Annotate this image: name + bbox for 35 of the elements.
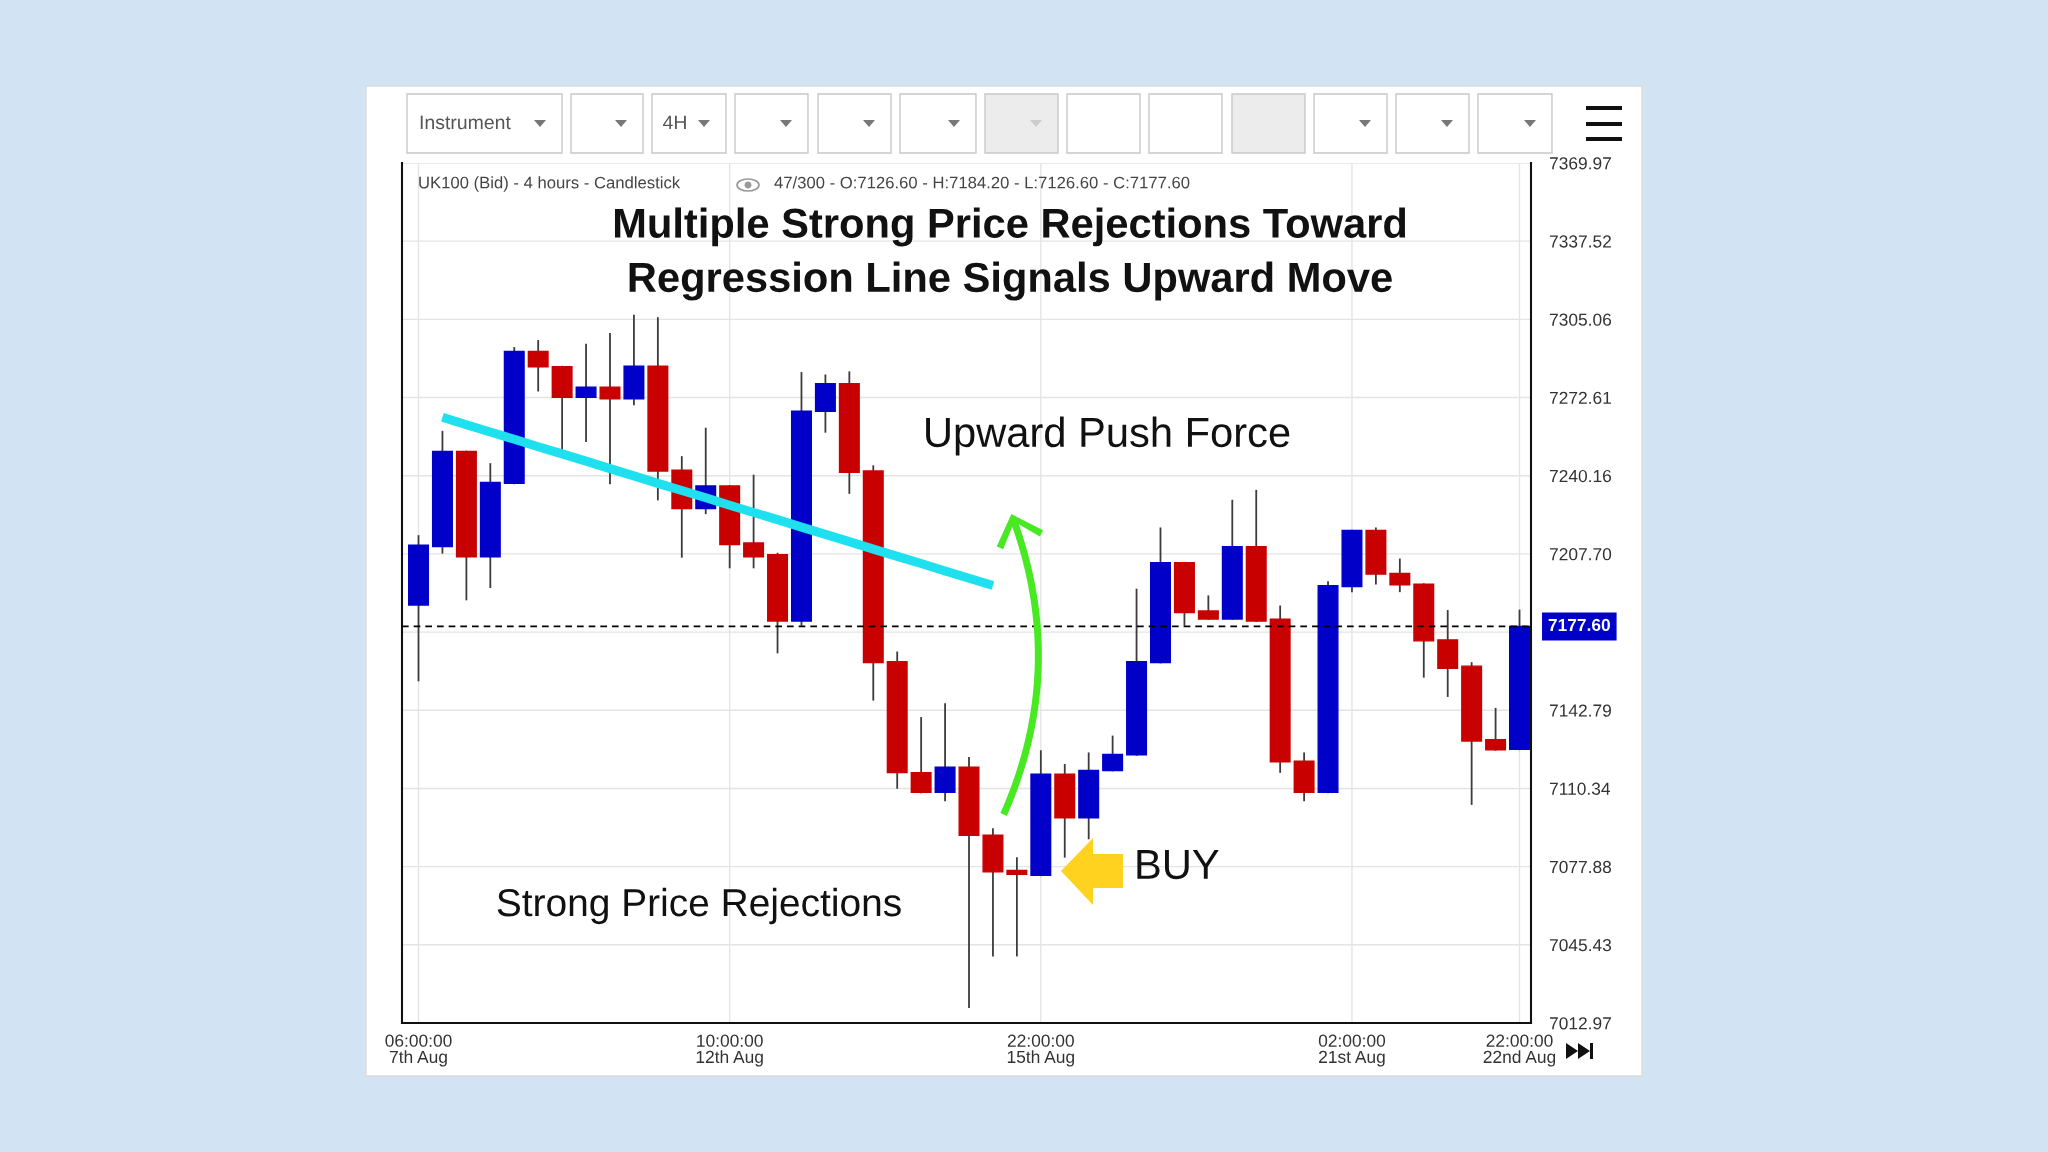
candlestick: [1197, 595, 1219, 620]
y-tick-label: 7240.16: [1549, 469, 1612, 483]
y-tick-label: 7305.06: [1549, 313, 1612, 326]
y-tick-label: 7337.52: [1549, 235, 1611, 248]
annotation: Strong Price Rejections: [497, 887, 901, 925]
candlestick: [1102, 735, 1124, 772]
annotation: UK100 (Bid) - 4 hours - Candlestick: [419, 176, 681, 192]
y-tick-label: 7045.43: [1549, 938, 1612, 952]
x-tick-label: 22:00:00 15th Aug: [1007, 1034, 1074, 1067]
candlestick: [1006, 857, 1028, 957]
candlestick: [1485, 707, 1507, 751]
candlestick: [599, 333, 621, 485]
candlestick: [743, 474, 765, 569]
text: 4H: [663, 115, 686, 130]
candlestick: [1389, 558, 1411, 593]
candlestick: [527, 340, 549, 392]
ref-line-label: 7177.60: [1548, 618, 1610, 632]
x-tick-label: 22:00:00 22nd Aug: [1483, 1034, 1556, 1067]
annotation: 47/300 - O:7126.60 - H:7184.20 - L:7126.60 - C:7177.60: [774, 176, 1190, 189]
annotation: Upward Push Force: [926, 416, 1290, 456]
x-tick-label: 06:00:00 7th Aug: [385, 1034, 452, 1067]
y-tick-label: 7369.97: [1549, 157, 1611, 170]
y-tick-label: 7142.79: [1549, 704, 1611, 717]
y-tick-label: 7012.97: [1549, 1017, 1611, 1030]
text: Multiple Strong Price Rejections Toward Regression Line Signals Upward Move: [614, 207, 1406, 301]
y-tick-label: 7207.70: [1549, 548, 1612, 561]
y-tick-label: 7077.88: [1549, 860, 1612, 874]
y-tick-label: 7110.34: [1549, 782, 1611, 795]
annotation: BUY: [1137, 850, 1219, 880]
text: Instrument: [420, 115, 511, 130]
candlestick: [910, 717, 932, 794]
candlestick: [575, 343, 597, 443]
x-tick-label: 02:00:00 21st Aug: [1318, 1034, 1386, 1067]
x-tick-label: 10:00:00 12th Aug: [696, 1034, 763, 1067]
y-tick-label: 7272.61: [1549, 391, 1611, 404]
